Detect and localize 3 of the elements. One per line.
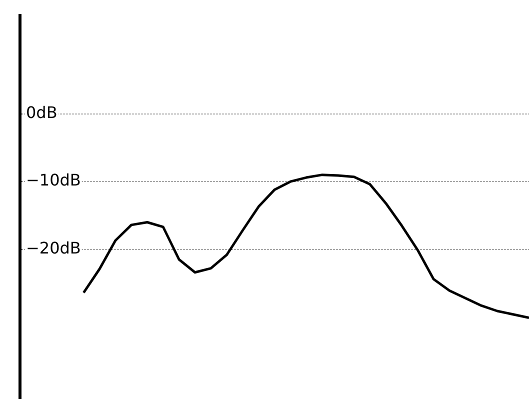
- y-tick-label: 0dB: [26, 102, 58, 122]
- y-tick-label: −20dB: [26, 238, 81, 258]
- y-tick-label: −10dB: [26, 170, 81, 190]
